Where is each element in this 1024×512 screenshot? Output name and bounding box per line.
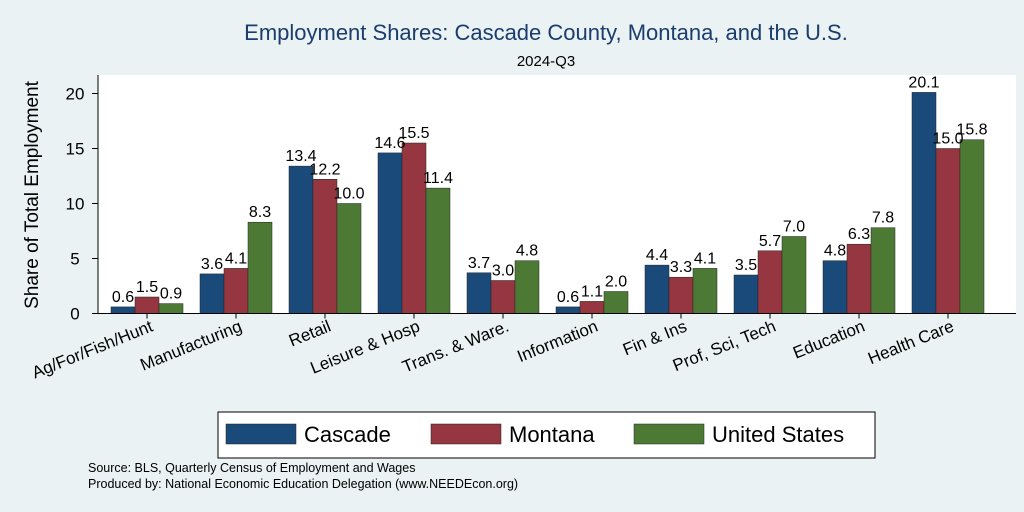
data-label: 4.8 [516, 243, 538, 260]
data-label: 4.4 [646, 247, 668, 264]
legend-label: United States [712, 422, 844, 447]
data-labels: 0.6 3.6 13.4 14.6 3.7 0.6 4.4 3.5 4.8 20.1 1.5 4.1 1… [112, 74, 988, 306]
bar-montana [579, 301, 605, 314]
legend-swatch-cascade [225, 423, 297, 445]
data-label: 4.1 [225, 250, 247, 267]
legend-label: Cascade [304, 422, 391, 447]
y-tick-label: 20 [66, 85, 85, 104]
data-label: 15.0 [932, 131, 963, 148]
data-label: 0.6 [112, 289, 134, 306]
bar-montana [846, 243, 872, 314]
data-label: 12.2 [309, 161, 340, 178]
bar-cascade [733, 274, 759, 314]
bar-united-states [870, 227, 896, 314]
data-label: 8.3 [249, 204, 271, 221]
bar-united-states [425, 187, 451, 314]
bar-cascade [555, 306, 581, 314]
data-label: 3.7 [468, 255, 490, 272]
data-label: 3.5 [735, 257, 757, 274]
legend-swatch-montana [430, 423, 502, 445]
data-label: 4.1 [694, 250, 716, 267]
data-label: 10.0 [333, 186, 364, 203]
data-label: 5.7 [759, 233, 781, 250]
bar-montana [223, 268, 249, 314]
data-label: 1.5 [136, 279, 158, 296]
bar-united-states [247, 221, 273, 314]
bar-cascade [288, 165, 314, 314]
bar-cascade [911, 92, 937, 314]
bar-cascade [466, 272, 492, 314]
bar-montana [757, 250, 783, 314]
bar-cascade [377, 152, 403, 314]
source-note: Source: BLS, Quarterly Census of Employm… [88, 461, 415, 475]
legend: Cascade Montana United States [217, 411, 876, 459]
bar-united-states [603, 291, 629, 314]
data-label: 7.8 [872, 210, 894, 227]
y-axis: 0 5 10 15 20 [66, 75, 99, 324]
data-label: 2.0 [605, 274, 627, 291]
y-tick-label: 10 [66, 195, 85, 214]
bar-montana [312, 179, 338, 314]
produced-by-note: Produced by: National Economic Education… [88, 477, 518, 491]
bar-montana [668, 276, 694, 314]
bar-montana [490, 280, 516, 314]
bar-united-states [514, 260, 540, 314]
bar-cascade [110, 306, 136, 314]
legend-label: Montana [509, 422, 595, 447]
legend-box [217, 411, 876, 459]
data-label: 11.4 [423, 170, 453, 187]
bar-cascade [199, 273, 225, 314]
y-axis-label: Share of Total Employment [22, 80, 43, 308]
y-tick-label: 5 [70, 250, 79, 269]
data-label: 4.8 [824, 243, 846, 260]
data-label: 6.3 [848, 226, 870, 243]
bar-montana [401, 142, 427, 314]
bars [110, 92, 985, 314]
chart-title: Employment Shares: Cascade County, Monta… [244, 20, 848, 45]
bar-cascade [822, 260, 848, 314]
y-tick-label: 15 [66, 140, 85, 159]
data-label: 3.0 [492, 263, 514, 280]
data-label: 15.8 [956, 122, 987, 139]
bar-montana [935, 148, 961, 314]
bar-united-states [692, 268, 718, 314]
data-label: 0.6 [557, 289, 579, 306]
y-tick-label: 0 [70, 305, 79, 324]
data-label: 3.3 [670, 259, 692, 276]
bar-united-states [158, 303, 184, 314]
data-label: 13.4 [285, 148, 316, 165]
bar-united-states [959, 139, 985, 314]
bar-united-states [781, 236, 807, 314]
data-label: 7.0 [783, 219, 805, 236]
bar-cascade [644, 264, 670, 314]
data-label: 14.6 [374, 135, 405, 152]
bar-montana [134, 296, 160, 314]
chart-subtitle: 2024-Q3 [517, 53, 575, 70]
data-label: 3.6 [201, 256, 223, 273]
data-label: 20.1 [908, 74, 939, 91]
data-label: 0.9 [160, 286, 182, 303]
data-label: 1.1 [581, 283, 603, 300]
bar-united-states [336, 203, 362, 314]
legend-swatch-united-states [633, 423, 705, 445]
data-label: 15.5 [398, 125, 429, 142]
